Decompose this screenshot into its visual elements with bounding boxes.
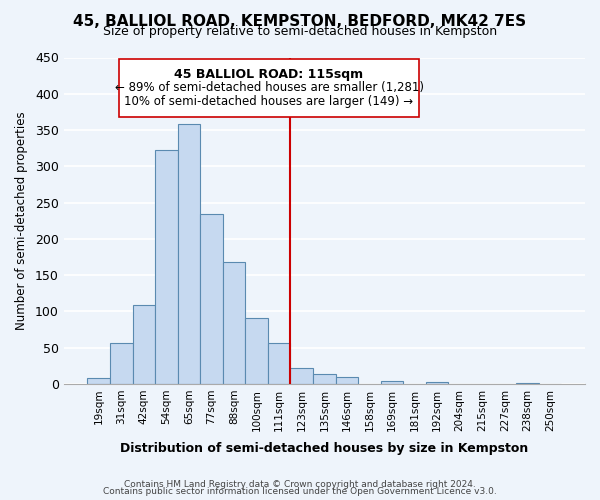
Text: Size of property relative to semi-detached houses in Kempston: Size of property relative to semi-detach… bbox=[103, 25, 497, 38]
Bar bbox=[268, 344, 290, 384]
FancyBboxPatch shape bbox=[119, 59, 419, 117]
Bar bbox=[245, 318, 268, 384]
Text: 45 BALLIOL ROAD: 115sqm: 45 BALLIOL ROAD: 115sqm bbox=[175, 68, 364, 80]
Text: Contains HM Land Registry data © Crown copyright and database right 2024.: Contains HM Land Registry data © Crown c… bbox=[124, 480, 476, 489]
Bar bbox=[178, 124, 200, 384]
Bar bbox=[110, 342, 133, 384]
Bar bbox=[381, 381, 403, 384]
Text: 45, BALLIOL ROAD, KEMPSTON, BEDFORD, MK42 7ES: 45, BALLIOL ROAD, KEMPSTON, BEDFORD, MK4… bbox=[73, 14, 527, 29]
Bar bbox=[223, 262, 245, 384]
Bar bbox=[88, 378, 110, 384]
Bar bbox=[426, 382, 448, 384]
Text: 10% of semi-detached houses are larger (149) →: 10% of semi-detached houses are larger (… bbox=[124, 95, 413, 108]
Bar bbox=[133, 305, 155, 384]
Bar bbox=[313, 374, 335, 384]
Bar bbox=[516, 383, 539, 384]
Bar bbox=[335, 378, 358, 384]
Text: ← 89% of semi-detached houses are smaller (1,281): ← 89% of semi-detached houses are smalle… bbox=[115, 80, 424, 94]
X-axis label: Distribution of semi-detached houses by size in Kempston: Distribution of semi-detached houses by … bbox=[120, 442, 529, 455]
Y-axis label: Number of semi-detached properties: Number of semi-detached properties bbox=[15, 112, 28, 330]
Bar bbox=[290, 368, 313, 384]
Bar bbox=[200, 214, 223, 384]
Text: Contains public sector information licensed under the Open Government Licence v3: Contains public sector information licen… bbox=[103, 487, 497, 496]
Bar bbox=[155, 150, 178, 384]
